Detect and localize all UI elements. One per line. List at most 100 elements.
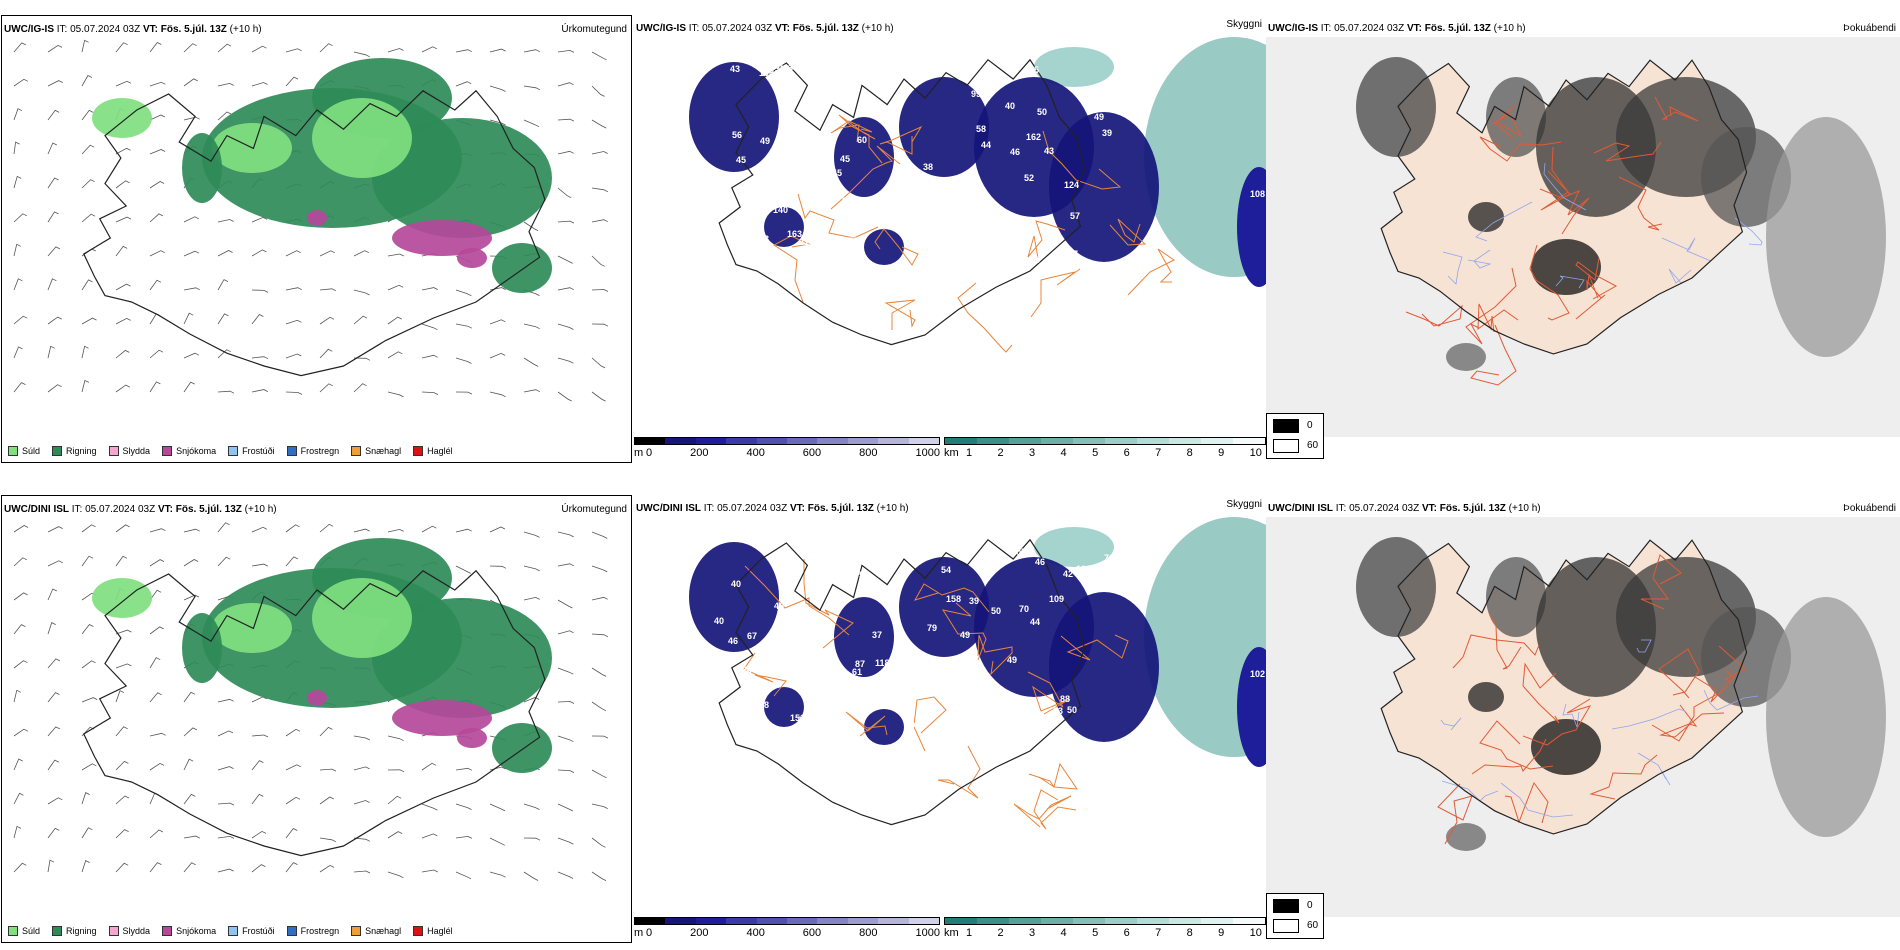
fog-scale-max-swatch [1273,899,1299,913]
legend-swatch [413,926,424,936]
cloud-base-label: 51 [1050,255,1060,265]
cloud-base-label: 43 [1044,146,1054,156]
cloud-base-label: 56 [732,130,742,140]
height-color-step [847,918,879,924]
cloud-base-label: 58 [976,124,986,134]
legend-swatch [108,446,119,456]
cloud-base-label: 217 [799,237,814,247]
height-scale-top: m 0 200 400 600 800 1000 [634,437,940,459]
cloud-base-label: 40 [803,138,813,148]
cloud-base-label: 88 [1060,694,1070,704]
cloud-base-label: 36 [1111,582,1121,592]
visibility-color-step [1105,438,1137,444]
cloud-base-label: 39 [969,596,979,606]
cloud-base-label: 40 [744,223,754,233]
visibility-color-step [1201,438,1233,444]
height-colorbar [634,917,940,925]
fog-scale-min-swatch [1273,919,1299,933]
cloud-base-label: 47 [893,184,903,194]
cloud-base-label: 49 [952,549,962,559]
cloud-base-label: 100 [1076,564,1091,574]
visibility-color-step [1073,438,1105,444]
cloud-base-label: 63 [783,63,793,73]
cloud-base-label: 101 [944,247,959,257]
cloud-base-label: 67 [747,631,757,641]
cloud-base-label: 89 [791,179,801,189]
cloud-base-label: 57 [812,116,822,126]
cloud-base-label: 43 [819,575,829,585]
panel-name: Úrkomutegund [561,24,627,35]
cloud-base-label: 105 [1011,547,1026,557]
visibility-color-step [945,918,977,924]
cloud-base-label: 45 [934,237,944,247]
cloud-panel-bottom: UWC/DINI ISL IT: 05.07.2024 03Z VT: Fös.… [634,495,1266,943]
visibility-color-step [1009,438,1041,444]
cloud-base-label: 55 [825,724,835,734]
cloud-base-label: 83 [1053,706,1063,716]
visibility-color-step [1233,918,1265,924]
legend-swatch [228,926,239,936]
cloud-base-label: 39 [1042,699,1052,709]
cloud-base-label: 50 [1067,705,1077,715]
cloud-base-label: 34 [742,665,752,675]
height-color-step [695,438,727,444]
cloud-base-label: 102 [905,720,920,730]
height-color-step [817,438,848,444]
cloud-base-label: 46 [1035,557,1045,567]
cloud-base-label: 43 [759,234,769,244]
visibility-colorbar [944,437,1266,445]
cloud-base-label: 60 [797,650,807,660]
cloud-base-label: 44 [947,665,957,675]
cloud-base-label: 50 [991,606,1001,616]
visibility-scale-top: km 1 2 3 4 5 6 7 8 9 10 [944,437,1266,459]
height-color-step [908,438,940,444]
cloud-base-label: 163 [787,229,802,239]
cloud-base-label: 162 [1026,132,1041,142]
visibility-color-step [1105,918,1137,924]
cloud-base-label: 70 [1019,604,1029,614]
cloud-base-label: 52 [1024,173,1034,183]
cloud-base-label: 43 [730,64,740,74]
height-color-step [908,918,940,924]
cloud-base-label: 46 [728,636,738,646]
visibility-color-step [1041,438,1073,444]
cloud-base-label: 45 [1042,226,1052,236]
height-color-step [756,438,788,444]
height-color-step [665,918,696,924]
height-color-step [635,918,666,924]
cloud-base-label: 151 [790,713,805,723]
panel-title: UWC/DINI ISL IT: 05.07.2024 03Z VT: Fös.… [4,504,277,515]
cloud-base-label: 71 [1104,553,1114,563]
precip-legend: Súld Rigning Slydda Snjókoma Frostúði Fr… [8,446,453,456]
visibility-color-step [977,438,1009,444]
fog-scale-bottom: 0 60 [1266,893,1324,939]
height-color-step [665,438,696,444]
cloud-base-label: 35 [886,205,896,215]
visibility-color-step [1169,918,1201,924]
cloud-base-label: 220 [953,174,968,184]
cloud-base-label: 263 [797,715,812,725]
visibility-color-step [1169,438,1201,444]
cloud-base-label: 45 [840,154,850,164]
height-color-step [726,438,757,444]
cloud-base-label: 44 [1030,617,1040,627]
legend-swatch [8,926,18,936]
cloud-base-label: 45 [832,168,842,178]
cloud-base-label: 60 [857,135,867,145]
cloud-base-label: 109 [1049,594,1064,604]
fog-map [1266,37,1900,437]
cloud-base-label: 50 [728,706,738,716]
cloud-base-label: 40 [1005,101,1015,111]
cloud-base-label: 37 [872,630,882,640]
visibility-color-step [945,438,977,444]
legend-swatch [162,446,173,456]
cloud-base-label: 158 [946,594,961,604]
cloud-base-label: 87 [855,659,865,669]
cloud-base-label: 45 [736,155,746,165]
cloud-base-label: 38 [759,700,769,710]
cloud-base-label: 46 [774,601,784,611]
visibility-color-step [1201,918,1233,924]
cloud-base-label: 35 [775,64,785,74]
cloud-base-label: 45 [1030,255,1040,265]
